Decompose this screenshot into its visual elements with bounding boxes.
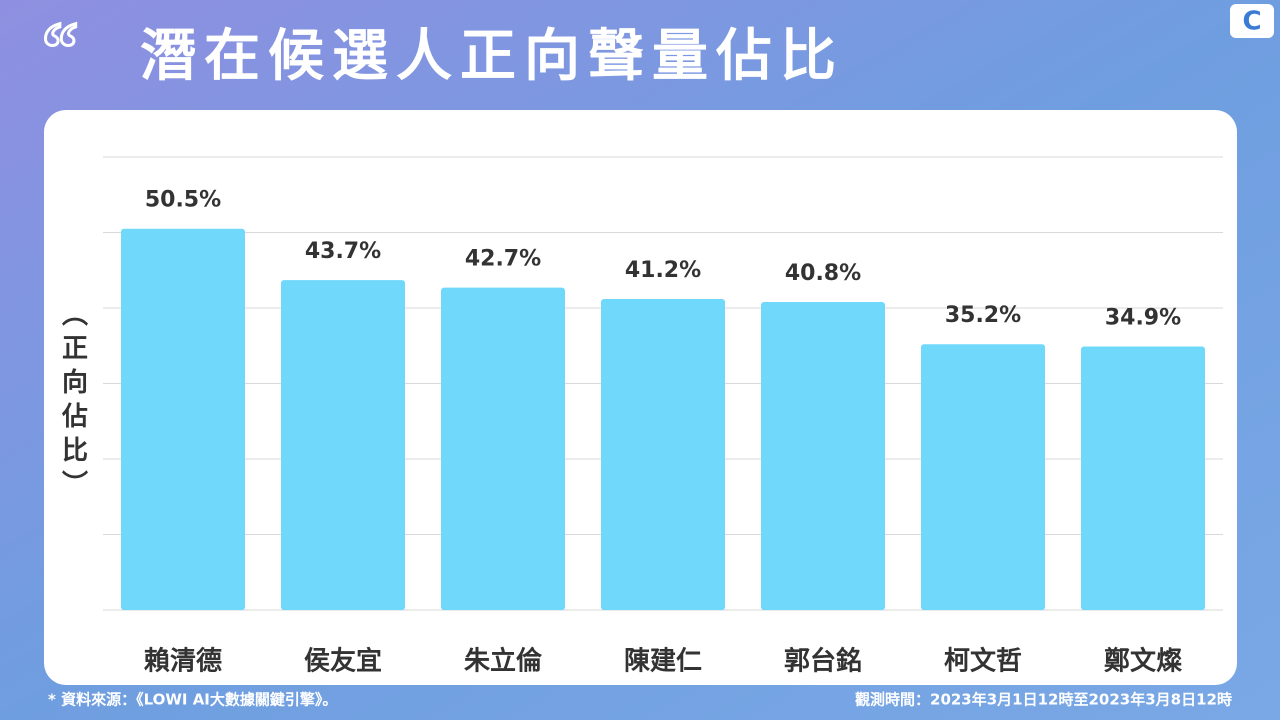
data-label: 43.7%	[305, 239, 381, 264]
logo	[1230, 4, 1274, 38]
y-axis-label: （正向佔比）	[58, 300, 89, 504]
bar	[921, 344, 1045, 610]
data-label: 42.7%	[465, 247, 541, 272]
x-tick-label: 賴清德	[144, 647, 222, 677]
x-tick-label: 陳建仁	[624, 647, 702, 677]
data-label: 34.9%	[1105, 306, 1181, 331]
x-tick-label: 侯友宜	[304, 646, 382, 677]
bar	[1081, 346, 1205, 610]
data-label: 50.5%	[145, 188, 221, 213]
chart-title: 潛在候選人正向聲量佔比	[140, 24, 844, 89]
x-tick-label: 朱立倫	[464, 646, 543, 677]
logo-mark: C	[1242, 7, 1261, 37]
data-label: 41.2%	[625, 258, 701, 283]
data-label: 40.8%	[785, 261, 861, 286]
bar	[601, 298, 725, 610]
x-tick-label: 郭台銘	[784, 646, 862, 677]
bar	[441, 287, 565, 610]
source-note: * 資料來源：《LOWI AI大數據關鍵引擎》。	[48, 691, 337, 709]
x-tick-label: 鄭文燦	[1104, 646, 1183, 677]
bar	[281, 280, 405, 610]
x-tick-label: 柯文哲	[944, 646, 1022, 677]
data-label: 35.2%	[945, 303, 1021, 328]
quote-mark: “	[42, 8, 78, 88]
period-note: 觀測時間：2023年3月1日12時至2023年3月8日12時	[855, 691, 1232, 709]
bar	[761, 301, 885, 610]
bar	[121, 228, 245, 610]
